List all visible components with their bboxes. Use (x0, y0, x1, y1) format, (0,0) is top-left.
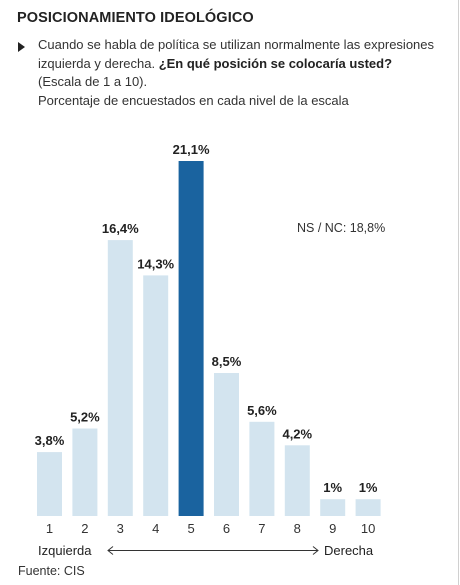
x-axis-right-label: Derecha (324, 543, 374, 558)
bar-value-label-2: 5,2% (70, 410, 100, 425)
bar-value-label-4: 14,3% (137, 256, 174, 271)
bar-9 (320, 499, 346, 516)
bar-value-label-6: 8,5% (212, 354, 242, 369)
question-bold: ¿En qué posición se colocaría usted? (158, 55, 393, 71)
question-line3: Porcentaje de encuestados en cada nivel … (38, 92, 349, 108)
bar-value-label-1: 3,8% (35, 433, 65, 448)
bar-8 (284, 445, 310, 516)
bar-7 (249, 421, 275, 516)
bar-value-label-3: 16,4% (102, 221, 139, 236)
x-tick-label-6: 6 (223, 521, 230, 536)
bar-value-label-5: 21,1% (173, 142, 210, 157)
x-tick-label-8: 8 (294, 521, 301, 536)
arrow-left-icon (107, 546, 114, 555)
bullet-triangle-icon (18, 42, 25, 52)
ns-nc-note: NS / NC: 18,8% (297, 221, 386, 235)
source-text: Fuente: CIS (18, 564, 85, 578)
question-part2: (Escala de 1 a 10). (38, 74, 148, 89)
bar-10 (355, 499, 381, 516)
x-tick-label-4: 4 (152, 521, 159, 536)
x-tick-label-10: 10 (361, 521, 375, 536)
x-tick-label-1: 1 (46, 521, 53, 536)
bar-value-label-7: 5,6% (247, 403, 277, 418)
x-tick-label-9: 9 (329, 521, 336, 536)
bar-6 (214, 373, 239, 516)
bar-value-label-8: 4,2% (282, 426, 312, 441)
bar-4 (143, 275, 169, 516)
bar-2 (72, 428, 98, 516)
bar-value-label-9: 1% (323, 480, 342, 495)
chart-title: POSICIONAMIENTO IDEOLÓGICO (17, 10, 254, 26)
question-part1: Cuando se habla de política se utilizan … (38, 37, 435, 71)
arrow-right-icon (312, 546, 319, 555)
bar-5 (178, 161, 204, 516)
question-text: Cuando se habla de política se utilizan … (38, 36, 438, 110)
bar-1 (37, 452, 62, 516)
x-tick-label-5: 5 (187, 521, 194, 536)
bar-value-label-10: 1% (359, 480, 378, 495)
x-axis-left-label: Izquierda (38, 543, 92, 558)
bar-3 (107, 240, 133, 516)
x-tick-label-3: 3 (117, 521, 124, 536)
x-tick-label-7: 7 (258, 521, 265, 536)
x-tick-label-2: 2 (81, 521, 88, 536)
